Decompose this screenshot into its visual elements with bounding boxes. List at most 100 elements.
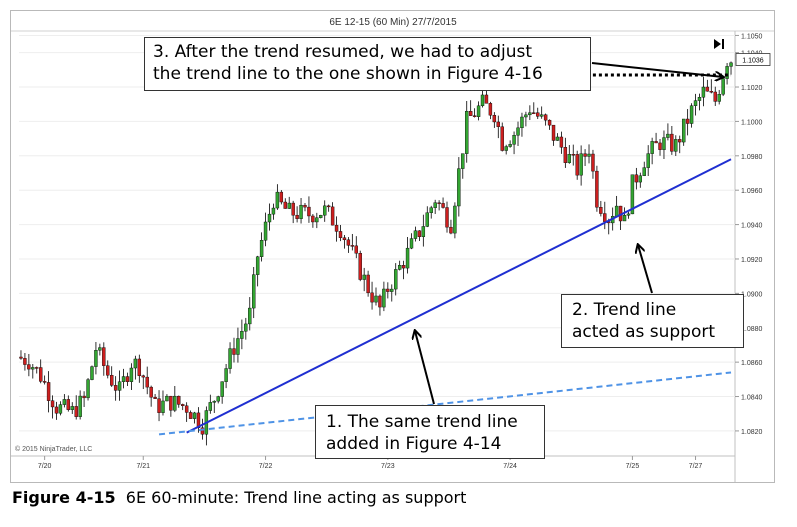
candle-body <box>23 358 27 365</box>
candle <box>82 391 86 407</box>
candle <box>145 366 149 395</box>
candle <box>666 123 670 141</box>
candle-body <box>670 133 674 152</box>
candle-body <box>543 114 548 121</box>
candle <box>169 395 173 417</box>
candle <box>409 233 414 250</box>
candle-body <box>547 119 552 126</box>
candle-body <box>484 94 489 104</box>
candle-body <box>362 274 366 280</box>
callout-same-line: 1. The same trend line added in Figure 4… <box>315 405 545 459</box>
candle <box>614 195 619 218</box>
candle <box>307 196 311 223</box>
last-price-box <box>735 53 771 66</box>
candle-body <box>145 376 149 388</box>
candle <box>709 79 714 94</box>
candle-body <box>516 127 520 136</box>
candle <box>252 267 256 319</box>
candle-body <box>409 238 414 249</box>
candle <box>563 137 568 168</box>
candle-body <box>575 154 579 176</box>
candle <box>255 255 260 287</box>
candle <box>110 366 114 387</box>
candle <box>192 411 197 424</box>
candle-body <box>311 215 315 223</box>
candle-body <box>626 213 631 216</box>
candle-body <box>595 170 599 208</box>
candle-body <box>465 111 469 154</box>
candle <box>342 234 347 249</box>
candle-body <box>583 153 587 157</box>
candle <box>212 400 216 413</box>
candle <box>453 202 457 239</box>
skip-to-end-icon[interactable] <box>714 39 724 49</box>
candles <box>19 61 733 446</box>
candle <box>437 200 441 211</box>
candle-body <box>244 323 248 332</box>
candle <box>488 101 493 120</box>
figure-caption-text: 6E 60-minute: Trend line acting as suppo… <box>125 488 467 507</box>
candle <box>54 401 59 420</box>
candle <box>599 200 603 217</box>
candle <box>468 100 473 116</box>
candle-body <box>161 400 165 413</box>
candle <box>350 233 355 251</box>
candle <box>555 133 560 141</box>
candle-body <box>70 406 74 410</box>
candle <box>216 395 220 404</box>
candle <box>674 135 678 156</box>
candle <box>19 350 23 360</box>
candle <box>38 359 43 384</box>
candle-body <box>220 381 224 397</box>
candle <box>516 121 520 146</box>
candle-body <box>35 367 39 369</box>
candle <box>461 153 465 179</box>
candle <box>196 407 201 433</box>
candle-body <box>271 207 276 215</box>
candle <box>472 108 477 118</box>
candle-body <box>133 358 138 369</box>
candle-body <box>165 395 169 402</box>
candle <box>587 144 591 164</box>
candle <box>188 410 193 419</box>
candle-body <box>267 213 272 223</box>
candle-body <box>184 405 189 413</box>
candle <box>46 371 51 413</box>
candle-body <box>19 356 23 359</box>
chart-title: 6E 12-15 (60 Min) 27/7/2015 <box>329 17 457 28</box>
x-tick-label: 7/24 <box>503 463 517 470</box>
candle <box>287 196 291 209</box>
candle <box>267 203 272 231</box>
y-tick-label: 1.0860 <box>741 360 763 367</box>
candle-body <box>571 154 575 156</box>
candle-body <box>378 295 382 308</box>
figure-label: Figure 4-15 <box>12 488 116 507</box>
annotation-arrow <box>591 62 723 77</box>
candle-body <box>567 154 571 163</box>
candle-body <box>579 153 583 176</box>
candle-body <box>539 114 544 117</box>
candle <box>536 107 540 120</box>
candle <box>551 124 556 146</box>
candle-body <box>721 78 725 95</box>
candle <box>374 287 378 306</box>
candle <box>528 105 532 121</box>
candle <box>303 203 307 212</box>
candle <box>153 393 157 399</box>
candle <box>366 270 370 297</box>
candle-body <box>504 146 508 151</box>
candle <box>567 145 571 164</box>
candle <box>125 372 130 387</box>
candle <box>630 174 635 215</box>
callout-line: the trend line to the one shown in Figur… <box>153 64 543 84</box>
candle-body <box>38 367 43 382</box>
candle-body <box>141 375 145 378</box>
y-tick-label: 1.0840 <box>741 395 763 402</box>
candle <box>259 232 264 262</box>
candle <box>173 386 177 413</box>
candle-body <box>228 348 232 369</box>
candle <box>113 376 118 401</box>
candle-body <box>27 364 31 370</box>
candle-body <box>717 94 721 102</box>
candle-body <box>106 365 110 376</box>
